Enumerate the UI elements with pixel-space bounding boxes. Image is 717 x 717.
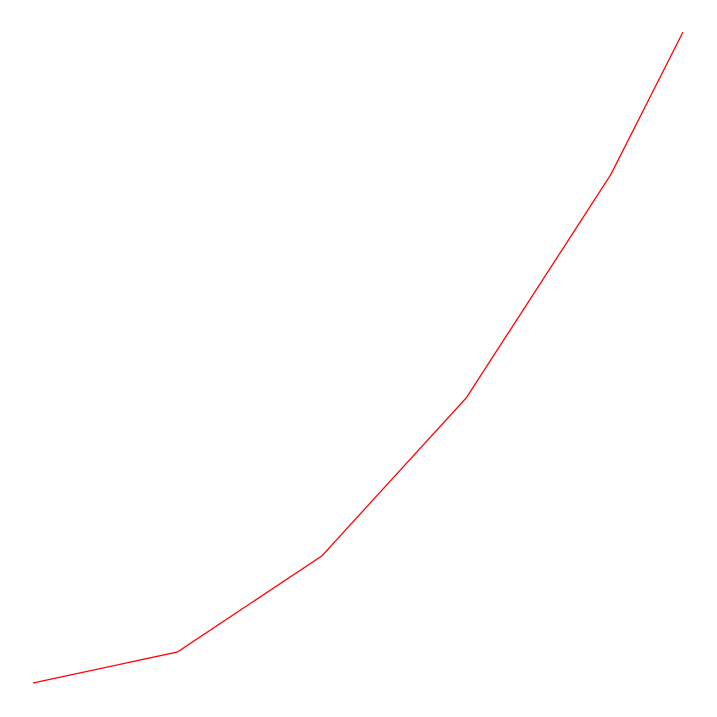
series-line-0 — [32, 31, 684, 684]
series-layer — [32, 31, 684, 684]
